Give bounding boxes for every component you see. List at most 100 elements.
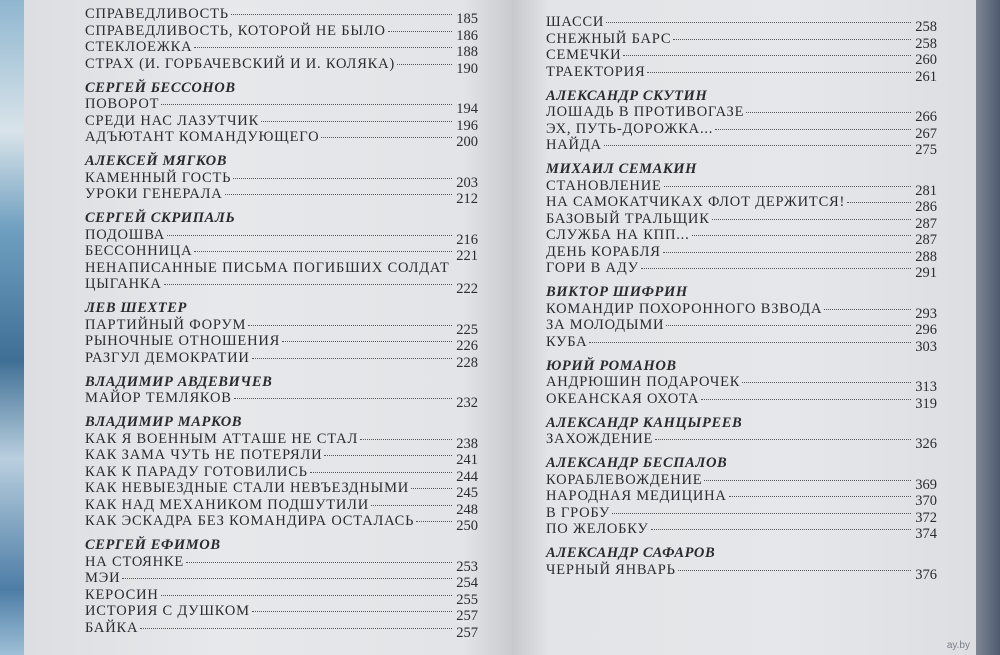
dot-leader: [655, 439, 911, 440]
entry-title: СЕМЕЧКИ: [546, 47, 622, 63]
toc-section: АЛЕКСАНДР СКУТИН ЛОШАДЬ В ПРОТИВОГАЗЕ 266 Э…: [546, 88, 937, 159]
entry-page-number: 250: [456, 518, 478, 534]
dot-leader: [677, 569, 911, 571]
entry-title: ДЕНЬ КОРАБЛЯ: [546, 243, 661, 260]
entry-page-number: 275: [915, 142, 937, 158]
toc-entry: СЛУЖБА НА КПП... 287: [546, 227, 937, 248]
toc-entry: БАЗОВЫЙ ТРАЛЬЩИК 287: [546, 210, 937, 232]
toc-entry: ШАССИ 258: [546, 14, 937, 35]
entry-page-number: 241: [456, 452, 478, 468]
dot-leader: [650, 529, 911, 530]
dot-leader: [233, 398, 452, 399]
entry-title: СРЕДИ НАС ЛАЗУТЧИК: [85, 112, 260, 129]
entry-page-number: 260: [915, 52, 937, 68]
dot-leader: [160, 594, 452, 596]
entry-title: МАЙОР ТЕМЛЯКОВ: [85, 390, 232, 406]
entry-page-number: 258: [915, 35, 937, 52]
entry-title: ЭХ, ПУТЬ-ДОРОЖКА...: [546, 120, 714, 137]
entry-title: СНЕЖНЫЙ БАРС: [546, 30, 672, 47]
toc-section: СЕРГЕЙ СКРИПАЛЬ ПОДОШВА 216 БЕССОННИЦА 221 НЕ…: [85, 210, 478, 297]
entry-title: ЦЫГАНКА: [85, 276, 162, 292]
toc-entry: СНЕЖНЫЙ БАРС 258: [546, 30, 937, 52]
toc-entry: РАЗГУЛ ДЕМОКРАТИИ 228: [85, 350, 478, 371]
dot-leader: [397, 63, 452, 65]
toc-entry: СЕМЕЧКИ 260: [546, 47, 937, 68]
entry-title: ЗА МОЛОДЫМИ: [546, 317, 665, 333]
toc-entry: ТРАЕКТОРИЯ 261: [546, 64, 937, 85]
entry-title: КОРАБЛЕВОЖДЕНИЕ: [546, 471, 703, 488]
author-name: ВЛАДИМИР МАРКОВ: [85, 414, 243, 430]
toc-section: СЕРГЕЙ БЕССОНОВ ПОВОРОТ 194 СРЕДИ НАС ЛАЗУТ…: [85, 80, 478, 151]
dot-leader: [194, 251, 452, 252]
entry-page-number: 254: [456, 575, 478, 591]
entry-page-number: 228: [456, 354, 478, 371]
entry-title: БЕССОННИЦА: [85, 243, 193, 259]
entry-title: КАК ЭСКАДРА БЕЗ КОМАНДИРА ОСТАЛАСЬ: [85, 513, 415, 529]
toc-entry: КАК К ПАРАДУ ГОТОВИЛИСЬ 244: [85, 463, 478, 485]
dot-leader: [662, 251, 911, 253]
dot-leader: [194, 47, 452, 48]
entry-page-number: 293: [915, 305, 937, 322]
dot-leader: [728, 496, 911, 497]
entry-page-number: 186: [456, 27, 478, 44]
toc-entry: БАЙКА 257: [85, 620, 478, 641]
entry-page-number: 303: [915, 338, 937, 355]
entry-title: СПРАВЕДЛИВОСТЬ: [85, 6, 229, 22]
entry-page-number: 253: [456, 558, 478, 575]
entry-title: КЕРОСИН: [85, 586, 159, 603]
entry-title: ЗАХОЖДЕНИЕ: [546, 431, 654, 447]
dot-leader: [163, 284, 452, 285]
entry-page-number: 226: [456, 338, 478, 354]
entry-title: НАЙДА: [546, 137, 602, 153]
entry-title: АДЪЮТАНТ КОМАНДУЮЩЕГО: [85, 129, 320, 145]
toc-entry: ЧЕРНЫЙ ЯНВАРЬ 376: [546, 562, 937, 583]
entry-title: БАЗОВЫЙ ТРАЛЬЩИК: [546, 210, 710, 227]
toc-entry: ПАРТИЙНЫЙ ФОРУМ 225: [85, 317, 478, 338]
toc-entry: ДЕНЬ КОРАБЛЯ 288: [546, 243, 937, 265]
entry-page-number: 286: [915, 199, 937, 215]
toc-entry: НАРОДНАЯ МЕДИЦИНА 370: [546, 488, 937, 509]
toc-entry: СТРАХ (И. ГОРБАЧЕВСКИЙ И И. КОЛЯКА) 190: [85, 56, 478, 77]
dot-leader: [140, 627, 452, 629]
book-cover-edge-left: [0, 0, 28, 655]
toc-entry: ГОРИ В АДУ 291: [546, 260, 937, 281]
entry-page-number: 291: [915, 265, 937, 281]
entry-page-number: 245: [456, 485, 478, 501]
toc-section: АЛЕКСАНДР САФАРОВ ЧЕРНЫЙ ЯНВАРЬ 376: [546, 545, 937, 583]
toc-section: ВИКТОР ШИФРИН КОМАНДИР ПОХОРОННОГО ВЗВОДА…: [546, 284, 937, 355]
toc-entry: ПОДОШВА 216: [85, 227, 478, 248]
dot-leader: [224, 194, 452, 195]
toc-section: МИХАИЛ СЕМАКИН СТАНОВЛЕНИЕ 281 НА САМОКАТЧИ…: [546, 161, 937, 281]
entry-title: СЛУЖБА НА КПП...: [546, 227, 690, 243]
entry-title: КАК К ПАРАДУ ГОТОВИЛИСЬ: [85, 463, 308, 480]
entry-page-number: 287: [915, 232, 937, 248]
author-name: СЕРГЕЙ СКРИПАЛЬ: [85, 210, 236, 226]
dot-leader: [261, 120, 452, 122]
entry-title: СТЕКЛОЕЖКА: [85, 39, 193, 55]
dot-leader: [647, 71, 911, 73]
entry-page-number: 188: [456, 44, 478, 60]
toc-entry: СРЕДИ НАС ЛАЗУТЧИК 196: [85, 112, 478, 134]
dot-leader: [704, 479, 911, 481]
entry-page-number: 238: [456, 435, 478, 452]
entry-page-number: 248: [456, 501, 478, 518]
entry-page-number: 216: [456, 231, 478, 248]
entry-page-number: 232: [456, 395, 478, 411]
entry-title: НЕНАПИСАННЫЕ ПИСЬМА ПОГИБШИХ СОЛДАТ: [85, 259, 450, 276]
author-name: ЮРИЙ РОМАНОВ: [546, 357, 677, 374]
toc-entry: КАК ЗАМА ЧУТЬ НЕ ПОТЕРЯЛИ 241: [85, 447, 478, 468]
toc-entry: СПРАВЕДЛИВОСТЬ, КОТОРОЙ НЕ БЫЛО 186: [85, 23, 478, 44]
entry-page-number: 267: [915, 125, 937, 142]
author-name: АЛЕКСАНДР БЕСПАЛОВ: [546, 455, 728, 471]
entry-page-number: 221: [456, 248, 478, 264]
entry-title: НА САМОКАТЧИКАХ ФЛОТ ДЕРЖИТСЯ!: [546, 194, 846, 210]
entry-title: МЭИ: [85, 570, 121, 586]
entry-title: ПОВОРОТ: [85, 96, 160, 112]
toc-entry: ПО ЖЕЛОБКУ 374: [546, 521, 937, 542]
dot-leader: [233, 177, 452, 179]
entry-title: СТАНОВЛЕНИЕ: [546, 177, 662, 194]
toc-entry: КАК НАД МЕХАНИКОМ ПОДШУТИЛИ 248: [85, 497, 478, 518]
toc-entry: СПРАВЕДЛИВОСТЬ 185: [85, 6, 478, 27]
author-name: АЛЕКСЕЙ МЯГКОВ: [85, 153, 228, 169]
entry-page-number: 369: [915, 476, 937, 493]
